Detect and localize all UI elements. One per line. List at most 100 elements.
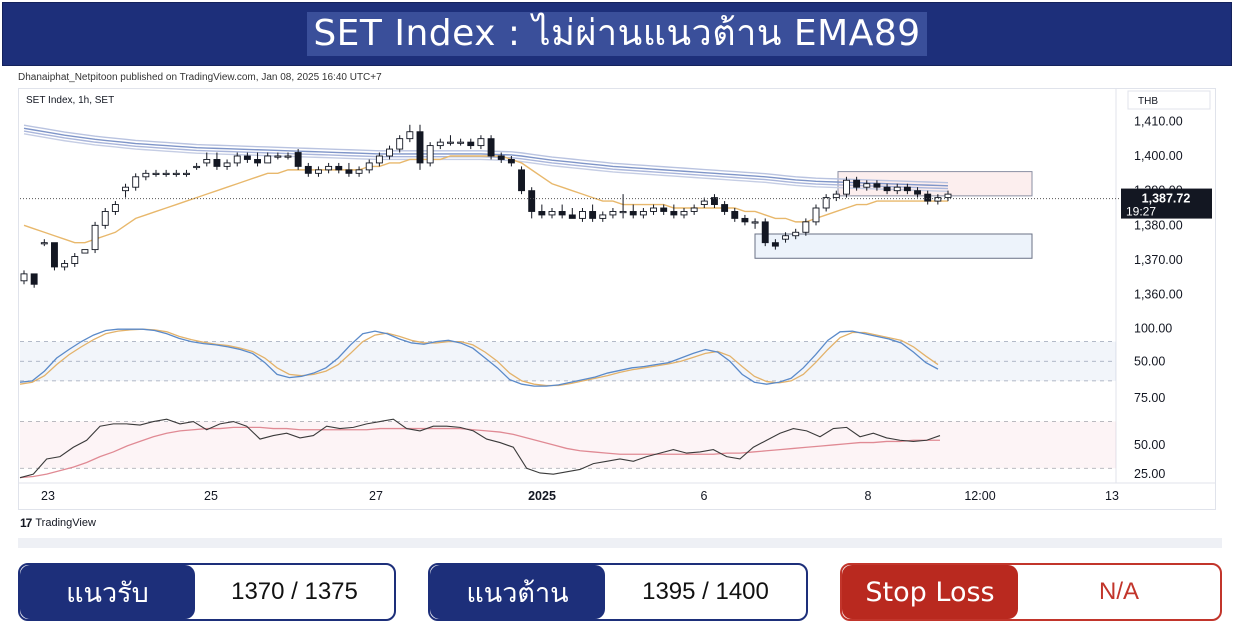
- candle: [274, 152, 282, 160]
- ema-slow-line-2: [23, 127, 949, 187]
- currency-label: THB: [1138, 96, 1158, 107]
- candle: [792, 228, 800, 240]
- candle-body: [507, 159, 515, 164]
- candle: [40, 239, 48, 247]
- candle-body: [792, 231, 800, 237]
- price-tick-label: 1,380.00: [1134, 218, 1183, 232]
- candle-body: [183, 172, 190, 175]
- candle-body: [325, 165, 333, 171]
- price-tick-label: 1,410.00: [1134, 114, 1183, 128]
- candle-body: [375, 155, 383, 164]
- candle-body: [284, 155, 292, 158]
- ema-slow-line-1: [23, 130, 949, 190]
- candle-body: [335, 165, 343, 171]
- candle: [751, 218, 759, 229]
- candle-body: [436, 141, 444, 147]
- stoch-overlap-tick-label: 75.00: [1134, 391, 1165, 405]
- candle: [243, 152, 251, 163]
- price-tick-label: 1,360.00: [1134, 288, 1183, 302]
- tradingview-logo-text: TradingView: [35, 517, 96, 529]
- candle-body: [528, 190, 536, 212]
- candle-body: [893, 186, 901, 192]
- candle-body: [761, 221, 769, 244]
- candle: [111, 201, 119, 215]
- stoploss-label: Stop Loss: [842, 565, 1018, 619]
- candle-body: [497, 155, 505, 160]
- rsi-band: [20, 421, 1116, 469]
- stoch-k-line: [19, 328, 939, 387]
- stoploss-value: N/A: [1098, 578, 1139, 605]
- support-zone: [754, 233, 1033, 259]
- stoch-d-line: [19, 328, 939, 387]
- candle: [81, 249, 89, 254]
- time-tick-label: 8: [865, 489, 872, 503]
- tradingview-mark-icon: 17: [20, 516, 32, 530]
- candle-body: [802, 221, 810, 233]
- stoploss-panel: Stop Loss N/A: [840, 563, 1222, 621]
- candle-body: [558, 211, 566, 216]
- candle-body: [924, 193, 932, 202]
- resistance-label: แนวต้าน: [430, 565, 605, 619]
- candle-body: [609, 211, 617, 216]
- price-tick-label: 1,400.00: [1134, 149, 1183, 163]
- candle: [254, 152, 261, 167]
- candle: [325, 162, 333, 174]
- candle: [944, 190, 952, 202]
- rsi-tick-label: 25.00: [1134, 467, 1165, 481]
- candle: [639, 208, 647, 219]
- candle-body: [467, 141, 475, 147]
- candle: [172, 169, 180, 177]
- candle: [853, 176, 861, 191]
- candle-body: [660, 207, 668, 212]
- candle-body: [51, 242, 58, 268]
- candle: [71, 253, 79, 267]
- candle-body: [274, 155, 282, 158]
- candle: [518, 166, 525, 195]
- candle: [568, 208, 576, 219]
- candle: [132, 173, 140, 191]
- candle-body: [172, 172, 180, 175]
- candle-body: [426, 145, 434, 164]
- candle: [771, 239, 779, 250]
- candle-body: [568, 214, 576, 219]
- candle: [558, 204, 566, 219]
- candle-body: [81, 249, 89, 254]
- candle-body: [670, 211, 678, 216]
- candle-body: [731, 211, 739, 219]
- candle-body: [690, 207, 698, 212]
- candle: [619, 194, 627, 219]
- stoch-tick-label: 100.00: [1134, 322, 1172, 336]
- last-price-tag: [1121, 188, 1212, 219]
- candle: [650, 204, 657, 215]
- candle: [162, 169, 170, 177]
- candle-body: [863, 183, 871, 188]
- candle: [203, 152, 211, 167]
- support-value: 1370 / 1375: [231, 578, 358, 605]
- candle-body: [548, 211, 556, 216]
- candle: [670, 204, 678, 219]
- candle-body: [213, 159, 221, 167]
- candle-body: [822, 197, 830, 209]
- time-tick-label: 25: [204, 489, 218, 503]
- price-chart[interactable]: 1,360.001,370.001,380.001,390.001,400.00…: [18, 88, 1216, 510]
- candle-body: [20, 273, 28, 282]
- candle-body: [416, 131, 424, 164]
- candle: [822, 194, 830, 212]
- candle: [152, 169, 160, 177]
- candle-body: [91, 224, 99, 251]
- candle: [914, 187, 921, 198]
- candle: [436, 138, 444, 150]
- candle: [375, 152, 383, 167]
- candle-body: [883, 186, 891, 192]
- candle-body: [711, 197, 718, 205]
- candle-body: [518, 169, 525, 192]
- candle-body: [122, 186, 129, 192]
- candle: [812, 204, 820, 226]
- currency-box: [1127, 90, 1211, 110]
- candle-body: [700, 200, 708, 205]
- candle: [142, 169, 150, 181]
- candle-body: [233, 155, 241, 164]
- candle-body: [396, 138, 404, 150]
- candle-body: [355, 169, 363, 174]
- candle-body: [71, 256, 79, 264]
